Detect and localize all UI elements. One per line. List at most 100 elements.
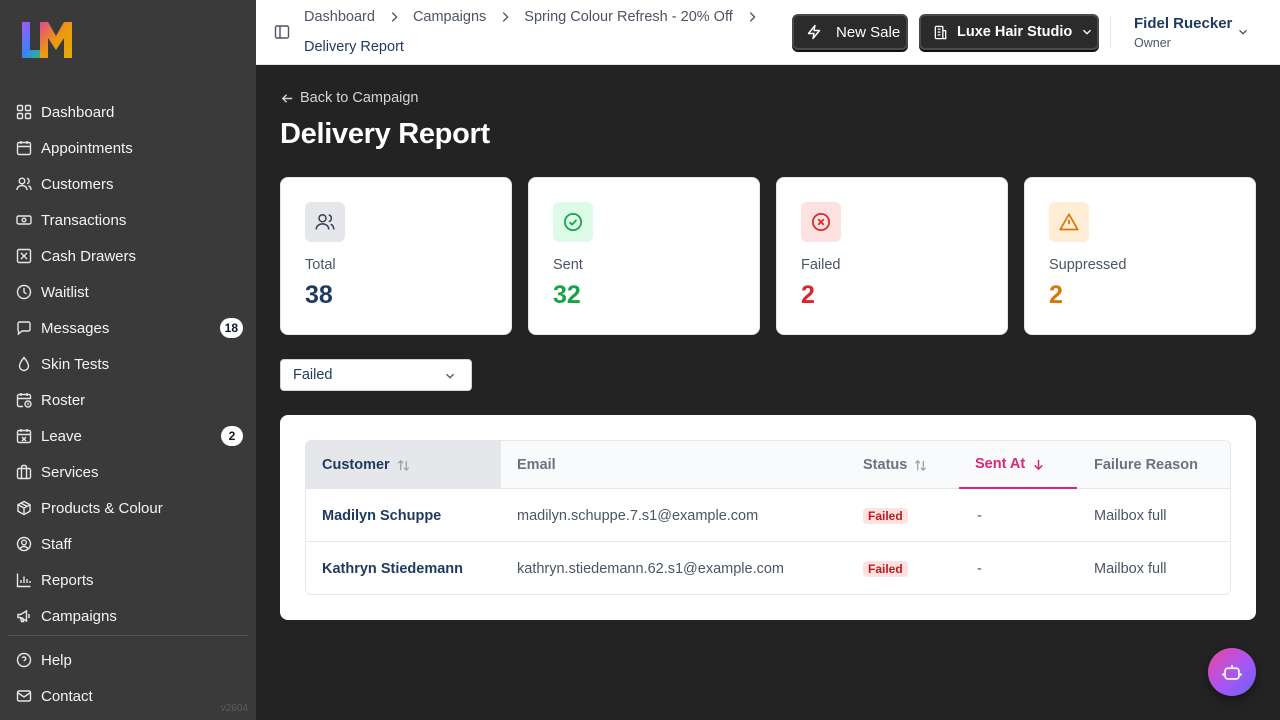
sidebar-item-label: Skin Tests	[41, 355, 110, 373]
calendar-icon	[16, 141, 32, 156]
sidebar-item-label: Transactions	[41, 211, 127, 229]
breadcrumb-campaign[interactable]: Spring Colour Refresh - 20% Off	[524, 9, 733, 25]
sidebar-divider	[8, 635, 248, 636]
sidebar-toggle-icon[interactable]	[274, 24, 290, 40]
building-icon	[934, 25, 947, 39]
help-circle-icon	[16, 652, 32, 668]
x-circle-icon	[812, 213, 830, 231]
stat-card-sent: Sent 32	[528, 177, 760, 335]
sidebar-nav: Dashboard Appointments Customers Transac…	[8, 94, 248, 634]
app-logo[interactable]	[20, 20, 76, 60]
sidebar-item-roster[interactable]: Roster	[8, 382, 248, 418]
top-bar: Dashboard Campaigns Spring Colour Refres…	[256, 0, 1280, 65]
stat-value: 38	[305, 281, 333, 309]
column-label: Status	[863, 457, 908, 473]
clock-icon	[16, 284, 32, 300]
sidebar-item-label: Customers	[41, 175, 114, 193]
sidebar-item-customers[interactable]: Customers	[8, 166, 248, 202]
cell-customer[interactable]: Kathryn Stiedemann	[322, 560, 463, 577]
check-circle-icon	[564, 213, 582, 231]
calendar-x-icon	[16, 429, 32, 444]
back-label: Back to Campaign	[300, 90, 419, 106]
delivery-table-panel: Customer Email Status Sent At Failure Re…	[280, 415, 1256, 620]
sidebar-item-products-colour[interactable]: Products & Colour	[8, 490, 248, 526]
delivery-table: Customer Email Status Sent At Failure Re…	[305, 440, 1231, 595]
sort-desc-icon	[1034, 459, 1043, 470]
sidebar-item-label: Leave	[41, 427, 82, 445]
breadcrumb-current: Delivery Report	[304, 39, 404, 55]
stat-label: Suppressed	[1049, 257, 1127, 273]
breadcrumb-campaigns[interactable]: Campaigns	[412, 9, 487, 25]
page-title: Delivery Report	[280, 118, 490, 150]
cell-sent-at: -	[977, 507, 982, 524]
column-header-customer[interactable]: Customer	[306, 441, 501, 489]
status-filter-select[interactable]: Failed	[280, 359, 472, 391]
stat-icon-box	[801, 202, 841, 242]
location-selector[interactable]: Luxe Hair Studio	[919, 14, 1099, 50]
droplet-icon	[18, 356, 30, 372]
sidebar-item-label: Staff	[41, 535, 72, 553]
cell-email: kathryn.stiedemann.62.s1@example.com	[517, 560, 784, 577]
breadcrumb: Dashboard Campaigns Spring Colour Refres…	[304, 8, 784, 56]
chevron-down-icon	[1083, 29, 1092, 35]
sidebar-item-contact[interactable]: Contact	[8, 678, 248, 714]
sidebar-item-label: Help	[41, 651, 72, 669]
sidebar-item-reports[interactable]: Reports	[8, 562, 248, 598]
cell-customer[interactable]: Madilyn Schuppe	[322, 507, 442, 524]
sidebar-item-label: Contact	[41, 687, 93, 705]
assistant-chat-button[interactable]	[1208, 648, 1256, 696]
column-label: Email	[517, 457, 556, 473]
column-header-failure-reason: Failure Reason	[1078, 441, 1230, 489]
zap-icon	[807, 24, 821, 40]
sidebar-item-campaigns[interactable]: Campaigns	[8, 598, 248, 634]
sidebar-item-cash-drawers[interactable]: Cash Drawers	[8, 238, 248, 274]
sidebar-item-label: Waitlist	[41, 283, 89, 301]
stat-icon-box	[1049, 202, 1089, 242]
stat-value: 2	[801, 281, 815, 309]
stat-label: Total	[305, 257, 336, 273]
column-header-sent-at[interactable]: Sent At	[959, 441, 1077, 489]
user-menu[interactable]: Fidel Ruecker Owner	[1134, 15, 1232, 50]
sidebar-item-dashboard[interactable]: Dashboard	[8, 94, 248, 130]
chevron-down-icon	[446, 373, 454, 379]
table-row: Kathryn Stiedemann kathryn.stiedemann.62…	[306, 542, 1230, 594]
stat-label: Failed	[801, 257, 841, 273]
sidebar-item-waitlist[interactable]: Waitlist	[8, 274, 248, 310]
user-circle-icon	[16, 536, 32, 552]
banknote-icon	[16, 215, 32, 225]
chevron-down-icon[interactable]	[1236, 25, 1250, 39]
chevron-right-icon	[503, 12, 509, 22]
sidebar-item-leave[interactable]: Leave 2	[8, 418, 248, 454]
square-x-icon	[16, 248, 32, 264]
back-to-campaign-link[interactable]: Back to Campaign	[280, 90, 418, 106]
package-icon	[17, 500, 31, 516]
sidebar-item-help[interactable]: Help	[8, 642, 248, 678]
users-icon	[16, 177, 32, 191]
arrow-left-icon	[281, 93, 293, 103]
topbar-divider	[1110, 16, 1111, 48]
breadcrumb-dashboard[interactable]: Dashboard	[304, 9, 375, 25]
mail-icon	[16, 690, 32, 702]
status-filter-value: Failed	[293, 367, 333, 383]
stat-card-suppressed: Suppressed 2	[1024, 177, 1256, 335]
stat-card-failed: Failed 2	[776, 177, 1008, 335]
status-badge: Failed	[863, 560, 908, 577]
sidebar-item-staff[interactable]: Staff	[8, 526, 248, 562]
alert-triangle-icon	[1059, 213, 1079, 231]
stat-value: 2	[1049, 281, 1063, 309]
sidebar-item-messages[interactable]: Messages 18	[8, 310, 248, 346]
table-row: Madilyn Schuppe madilyn.schuppe.7.s1@exa…	[306, 489, 1230, 542]
stat-label: Sent	[553, 257, 583, 273]
status-badge: Failed	[863, 507, 908, 524]
calendar-clock-icon	[16, 393, 32, 408]
sidebar-item-transactions[interactable]: Transactions	[8, 202, 248, 238]
column-header-status[interactable]: Status	[847, 441, 959, 489]
sidebar-item-appointments[interactable]: Appointments	[8, 130, 248, 166]
cell-sent-at: -	[977, 560, 982, 577]
sidebar-item-skin-tests[interactable]: Skin Tests	[8, 346, 248, 382]
new-sale-button[interactable]: New Sale	[792, 14, 908, 50]
new-sale-label: New Sale	[836, 23, 901, 41]
cell-failure-reason: Mailbox full	[1094, 507, 1167, 524]
sidebar-item-services[interactable]: Services	[8, 454, 248, 490]
sidebar-item-label: Dashboard	[41, 103, 115, 121]
